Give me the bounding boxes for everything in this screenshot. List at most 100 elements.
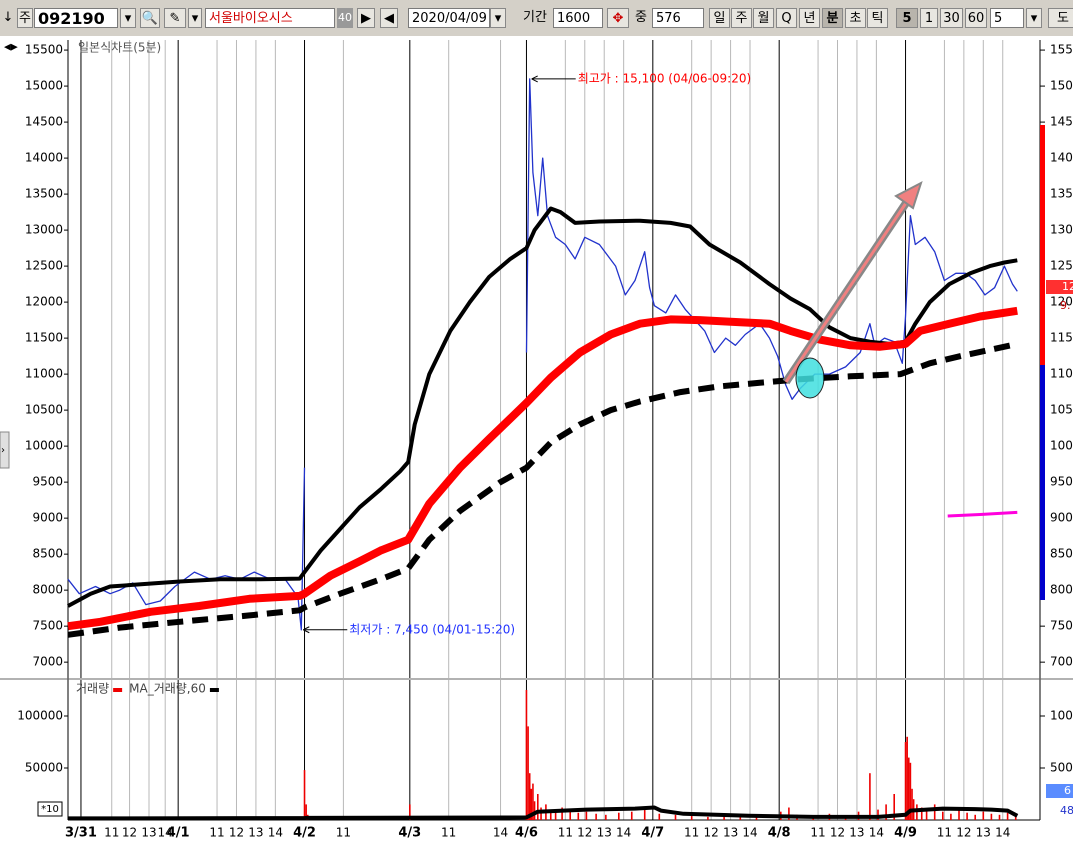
interval-button[interactable]: 60	[965, 8, 987, 28]
volume-bar	[723, 816, 725, 820]
pane-toggle[interactable]: ◀▶	[4, 43, 18, 53]
interval-button[interactable]: 5	[896, 8, 918, 28]
x-tick-label: 12	[703, 826, 718, 840]
moving-average	[67, 306, 1018, 631]
x-tick-label: 14	[616, 826, 631, 840]
x-tick-label: 11	[810, 826, 825, 840]
x-tick-label: 4/3	[398, 826, 421, 841]
code-input[interactable]: 092190	[34, 8, 118, 28]
search-icon[interactable]: 🔍	[140, 8, 160, 28]
interval-button[interactable]: 년	[799, 8, 820, 28]
volume-bar	[907, 757, 910, 820]
zoom-icon[interactable]: ✥	[607, 8, 629, 28]
volume-bar	[990, 813, 993, 820]
right-axis-up-band	[1040, 125, 1045, 365]
y-tick-label-right: 50000	[1050, 760, 1073, 774]
date-input[interactable]: 2020/04/09	[408, 8, 490, 28]
x-tick-label: 11	[104, 826, 119, 840]
volume-bar	[982, 811, 985, 820]
interval-button[interactable]: 주	[731, 8, 752, 28]
volume-bar	[540, 807, 542, 820]
x-tick-label: 4/1	[167, 826, 190, 841]
volume-tag: 6	[1064, 784, 1071, 797]
y-tick-label-right: 7000	[1050, 655, 1073, 669]
name-input[interactable]: 서울바이오시스	[205, 8, 335, 28]
edit-icon[interactable]: ✎	[164, 8, 186, 28]
x-tick-label: 4/8	[768, 826, 791, 841]
interval-button[interactable]: 1	[920, 8, 938, 28]
interval-button[interactable]: 분	[822, 8, 843, 28]
x-tick-label: 13	[597, 826, 612, 840]
volume-bar	[533, 801, 536, 820]
x-tick-label: 13	[141, 826, 156, 840]
x-tick-label: 13	[723, 826, 738, 840]
x-tick-label: 14	[869, 826, 884, 840]
x-tick-label: 14	[268, 826, 283, 840]
y-tick-label: 100000	[17, 708, 63, 722]
date-dropdown[interactable]: ▾	[490, 8, 506, 28]
volume-bar	[554, 811, 557, 820]
volume-bar	[561, 807, 563, 820]
volume-bar	[920, 807, 923, 820]
y-tick-label: 11500	[25, 331, 63, 345]
period-input[interactable]: 1600	[553, 8, 603, 28]
volume-bar	[755, 816, 758, 820]
x-tick-label: 14	[742, 826, 757, 840]
interval-button[interactable]: 30	[940, 8, 963, 28]
x-tick-label: 12	[122, 826, 137, 840]
volume-bar	[925, 809, 928, 820]
y-tick-label-right: 8500	[1050, 547, 1073, 561]
name-badge: 40	[337, 8, 353, 28]
y-tick-label: 8500	[32, 547, 63, 561]
interval-button[interactable]: 초	[845, 8, 866, 28]
prev-button[interactable]: ◀	[380, 8, 398, 28]
x-tick-label: 11	[937, 826, 952, 840]
x-tick-label: 4/9	[894, 826, 917, 841]
moving-average	[67, 340, 1018, 638]
minute-input[interactable]: 5	[990, 8, 1024, 28]
more-button[interactable]: 도	[1048, 8, 1073, 28]
interval-button[interactable]: 월	[753, 8, 774, 28]
minute-dropdown[interactable]: ▾	[1026, 8, 1042, 28]
y-tick-label: 9000	[32, 511, 63, 525]
volume-ma	[67, 805, 1019, 821]
volume-bar	[942, 811, 944, 820]
y-tick-label-right: 13500	[1050, 187, 1073, 201]
y-tick-label: 7500	[32, 619, 63, 633]
edit-dropdown[interactable]: ▾	[188, 8, 202, 28]
interval-button[interactable]: 틱	[867, 8, 888, 28]
y-tick-label-right: 100000	[1050, 708, 1073, 722]
legend-label: MA_거래량,60	[129, 682, 206, 696]
y-tick-label-right: 8000	[1050, 583, 1073, 597]
y-tick-label: 15500	[25, 43, 63, 57]
y-tick-label-right: 10000	[1050, 439, 1073, 453]
toolbar: ↓ 주 092190 ▾ 🔍 ✎ ▾ 서울바이오시스 40 ▶ ◀ 2020/0…	[0, 0, 1073, 36]
next-button[interactable]: ▶	[357, 8, 375, 28]
chart: › ◀▶ 3/31 11 12 13 144/1 11 12 13 14 4/2 11 4/3 11 14…	[0, 36, 1073, 844]
market-button[interactable]: 주	[17, 8, 33, 28]
volume-bar	[528, 773, 531, 820]
interval-button[interactable]: Q	[776, 8, 797, 28]
side-handle[interactable]	[0, 431, 10, 469]
x-tick-label: 12	[830, 826, 845, 840]
x-tick-label: 11	[558, 826, 573, 840]
count-input[interactable]: 576	[652, 8, 704, 28]
volume-bar	[537, 793, 539, 820]
y-tick-label: 14500	[25, 115, 63, 129]
scale-label: *10	[41, 804, 59, 815]
volume-bar	[690, 815, 693, 820]
legend-label: 거래량	[76, 682, 109, 696]
x-tick-label: 4/6	[515, 826, 538, 841]
code-dropdown[interactable]: ▾	[120, 8, 136, 28]
y-tick-label: 8000	[32, 583, 63, 597]
y-tick-label-right: 12000	[1050, 295, 1073, 309]
y-tick-label-right: 15000	[1050, 79, 1073, 93]
x-tick-label: 3/31	[65, 826, 97, 841]
volume-bar	[658, 813, 661, 820]
down-arrow[interactable]: ↓	[2, 10, 14, 25]
interval-button[interactable]: 일	[709, 8, 730, 28]
right-axis-down-band	[1040, 365, 1045, 600]
y-tick-label-right: 9500	[1050, 475, 1073, 489]
volume-bar	[303, 770, 306, 820]
volume-tag-box	[1046, 784, 1073, 798]
